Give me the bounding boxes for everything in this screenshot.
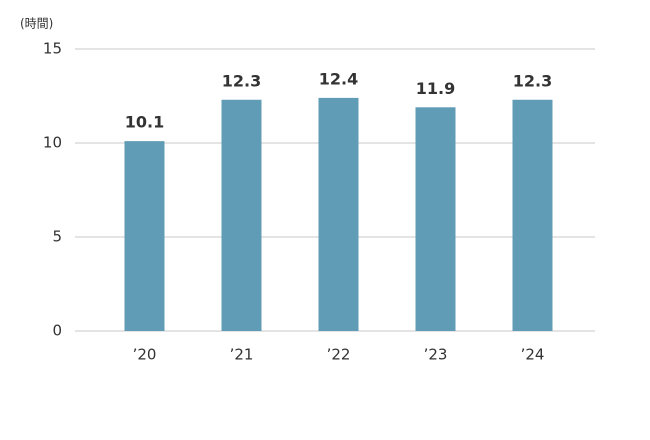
y-tick-label: 0: [52, 322, 62, 340]
y-tick-label: 10: [43, 134, 62, 152]
value-label: 12.4: [319, 69, 358, 88]
bar: [221, 99, 262, 331]
y-axis-label: (時間): [20, 17, 53, 31]
x-tick-label: ’20: [133, 346, 157, 364]
value-label: 12.3: [513, 71, 552, 90]
x-tick-label: ’21: [230, 346, 254, 364]
bar: [415, 107, 456, 331]
bar: [318, 97, 359, 331]
x-tick-label: ’23: [424, 346, 448, 364]
y-tick-label: 15: [43, 40, 62, 58]
bar: [512, 99, 553, 331]
x-tick-label: ’22: [327, 346, 351, 364]
value-label: 12.3: [222, 71, 261, 90]
bar: [124, 141, 165, 331]
value-label: 10.1: [125, 113, 164, 132]
x-tick-label: ’24: [521, 346, 545, 364]
y-tick-label: 5: [52, 228, 62, 246]
value-label: 11.9: [416, 79, 455, 98]
